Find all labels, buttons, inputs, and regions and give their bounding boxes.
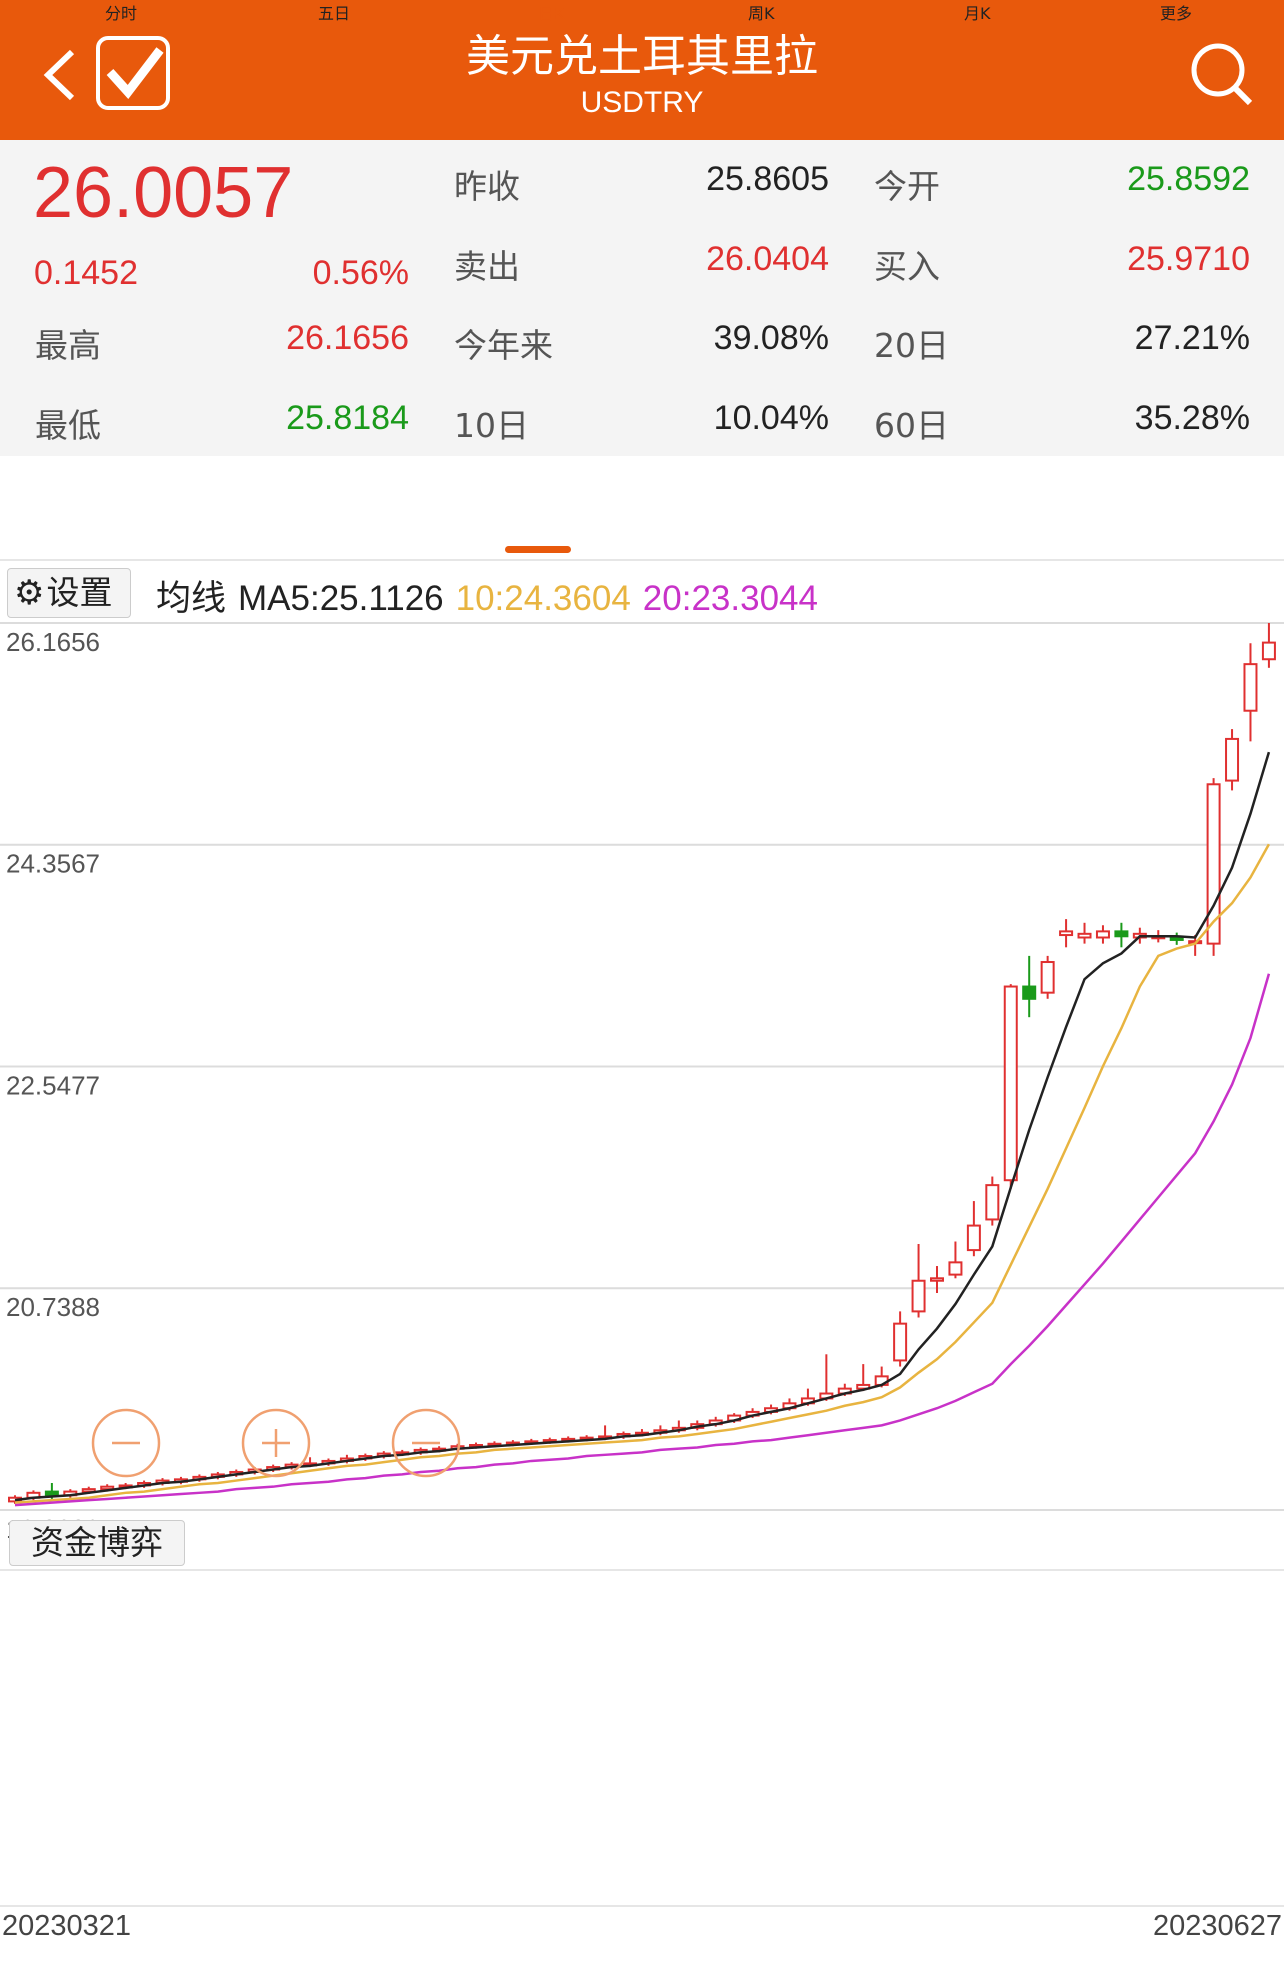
kline-chart: 18.929820.738822.547724.356726.165620230…: [0, 622, 1284, 1942]
last-price: 26.0057: [33, 153, 294, 233]
candle-body: [1022, 985, 1037, 1000]
quote-panel: [0, 140, 1284, 456]
ma-value: 10:24.3604: [455, 579, 631, 618]
zoom-button[interactable]: [91, 1408, 161, 1478]
candle-body: [911, 1279, 926, 1313]
tab-underline: [505, 546, 571, 553]
candle-body: [1077, 932, 1092, 939]
stat-value: 25.8592: [1127, 160, 1250, 198]
subtitle: USDTRY: [580, 86, 704, 119]
candle-body: [1169, 936, 1184, 941]
tab[interactable]: 日K: [538, 4, 565, 23]
stat-label: 昨收: [454, 167, 520, 206]
candle-body: [893, 1322, 908, 1362]
stat-value: 26.1656: [286, 319, 409, 357]
candle-body: [44, 1490, 59, 1497]
candle-body: [985, 1184, 1000, 1221]
stat-value: 26.0404: [706, 240, 829, 278]
header-bar: 美元兑土耳其里拉 USDTRY: [0, 0, 1284, 140]
candle-body: [1261, 641, 1276, 661]
panel-button[interactable]: 资金博弈: [9, 1520, 185, 1566]
back-button[interactable]: [43, 49, 75, 101]
search-button[interactable]: [1191, 43, 1245, 97]
zoom-button[interactable]: [391, 1408, 461, 1478]
y-tick-label: 26.1656: [6, 627, 100, 657]
panel-label: 资金博弈: [31, 1523, 163, 1562]
header-icons: [43, 36, 1253, 110]
ma-line: [14, 751, 1271, 1502]
stat-value: 10.04%: [713, 399, 829, 437]
stat-label: 最低: [35, 406, 101, 445]
tab[interactable]: 更多: [1160, 4, 1193, 23]
tab[interactable]: 五日: [318, 4, 351, 23]
change: 0.1452: [34, 254, 138, 292]
settings-label: 设置: [46, 573, 113, 612]
title: 美元兑土耳其里拉: [466, 31, 818, 82]
candle-body: [1243, 663, 1258, 712]
stat-label: 今年来: [454, 326, 553, 365]
candle-body: [966, 1224, 981, 1252]
candle-body: [1206, 783, 1221, 945]
settings-button[interactable]: ⚙设置: [7, 568, 131, 618]
tab[interactable]: 月K: [964, 4, 991, 23]
ma-value: 20:23.3044: [642, 579, 818, 618]
candle-body: [1003, 985, 1018, 1182]
y-tick-label: 20.7388: [6, 1292, 100, 1322]
candle-body: [1225, 737, 1240, 782]
stat-label: 20日: [874, 326, 949, 365]
stat-label: 卖出: [454, 247, 520, 286]
stat-label: 今开: [874, 167, 940, 206]
search-handle: [1232, 85, 1253, 106]
ma-legend: 均线 MA5:25.1126 10:24.3604 20:23.3044: [156, 570, 830, 621]
divider: [0, 559, 1284, 561]
candle-body: [1059, 930, 1074, 937]
candle-body: [948, 1261, 963, 1276]
stat-value: 25.9710: [1127, 240, 1250, 278]
candle-body: [1095, 930, 1110, 939]
x-end-label: 20230627: [1153, 1910, 1282, 1942]
gear-icon: ⚙: [14, 573, 45, 613]
stat-value: 39.08%: [713, 319, 829, 357]
stat-value: 35.28%: [1134, 399, 1250, 437]
stat-value: 25.8184: [286, 399, 409, 437]
candle-body: [1114, 930, 1129, 938]
x-start-label: 20230321: [2, 1910, 131, 1942]
check-mark: [106, 47, 164, 100]
y-tick-label: 22.5477: [6, 1071, 100, 1101]
stat-label: 10日: [454, 406, 529, 445]
tab[interactable]: 周K: [748, 4, 775, 23]
ma-label: 均线: [156, 579, 227, 618]
stat-value: 25.8605: [706, 160, 829, 198]
change-percent: 0.56%: [312, 254, 409, 292]
tab[interactable]: 分时: [105, 4, 138, 23]
candle-body: [930, 1277, 944, 1282]
stat-label: 最高: [35, 326, 101, 365]
stat-label: 买入: [874, 247, 940, 286]
stat-label: 60日: [874, 406, 949, 445]
ma-value: MA5:25.1126: [238, 579, 444, 618]
stat-value: 27.21%: [1134, 319, 1250, 357]
ma-line: [14, 843, 1271, 1504]
candle-body: [1040, 961, 1055, 994]
ma-line: [14, 973, 1271, 1507]
y-tick-label: 24.3567: [6, 849, 100, 879]
zoom-button[interactable]: [241, 1408, 311, 1478]
